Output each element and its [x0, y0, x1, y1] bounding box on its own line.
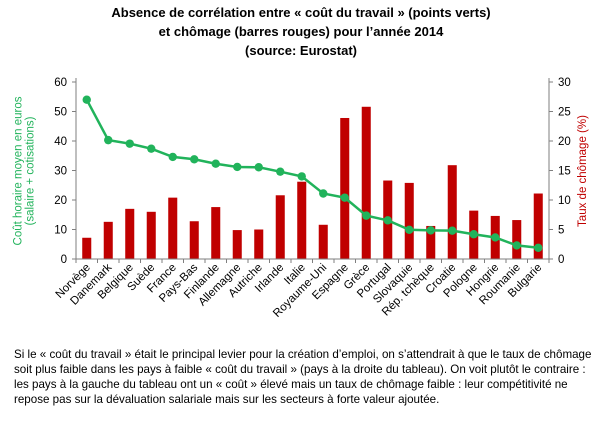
- y-right-tick-label-0: 0: [558, 254, 564, 266]
- bar-4: [168, 197, 178, 259]
- bar-5: [189, 221, 199, 259]
- y-right-tick-label-15: 15: [558, 166, 571, 178]
- bar-10: [297, 181, 307, 259]
- y-left-tick-label-60: 60: [54, 77, 67, 89]
- labor-cost-point-16: [426, 226, 435, 235]
- bar-11: [318, 224, 328, 259]
- y-axis-right-label: Taux de chômage (%): [576, 114, 589, 227]
- y-left-tick-label-30: 30: [54, 166, 67, 178]
- chart-caption: Si le « coût du travail » était le princ…: [14, 348, 592, 406]
- chart-title-line-3: (source: Eurostat): [245, 43, 357, 58]
- labor-cost-point-9: [276, 167, 285, 176]
- labor-cost-point-8: [254, 163, 263, 172]
- y-left-tick-label-40: 40: [54, 136, 67, 148]
- labor-cost-point-4: [168, 152, 177, 162]
- y-left-tick-label-50: 50: [54, 107, 67, 119]
- labor-cost-polyline: [85, 99, 539, 250]
- bar-0: [82, 237, 92, 259]
- labor-cost-point-18: [469, 230, 478, 239]
- bar-21: [533, 193, 543, 259]
- labor-cost-point-21: [534, 243, 543, 252]
- labor-cost-point-11: [319, 189, 328, 198]
- chart-canvas: 0 10 20 30 40 50 60 0 5 10 15 20 25 30 NorvègeDanemar…: [54, 77, 571, 320]
- labor-cost-point-20: [512, 241, 521, 250]
- y-axis-left-label-line-1: Coût horaire moyen en euros: [11, 96, 24, 245]
- labor-cost-point-17: [448, 226, 457, 235]
- y-left-tick-label-20: 20: [54, 195, 67, 207]
- bar-13: [361, 106, 371, 259]
- labor-cost-point-12: [340, 193, 349, 202]
- labor-cost-point-5: [190, 155, 199, 164]
- bar-3: [146, 211, 156, 259]
- bar-7: [232, 230, 242, 259]
- x-tick-labels: NorvègeDanemarkBelgiqueSuèdeFrancePays-B…: [54, 261, 545, 319]
- labor-cost-point-19: [491, 233, 500, 242]
- labor-cost-point-13: [362, 211, 371, 220]
- y-axis-left-label-line-2: (salaire + cotisations): [23, 116, 36, 225]
- chart-title-line-2: et chômage (barres rouges) pour l’année …: [158, 24, 444, 39]
- y-right-tick-label-5: 5: [558, 225, 564, 237]
- bar-12: [340, 117, 350, 260]
- labor-cost-point-14: [383, 216, 392, 225]
- labor-cost-point-7: [233, 162, 242, 172]
- labor-cost-point-2: [125, 139, 134, 148]
- bar-15: [404, 182, 414, 259]
- labor-cost-line: [82, 95, 543, 252]
- y-axis-left-label: Coût horaire moyen en euros (salaire + c…: [12, 96, 36, 245]
- y-left-tick-label-0: 0: [61, 254, 67, 266]
- bar-1: [103, 221, 113, 259]
- labor-cost-point-3: [147, 144, 156, 153]
- y-right-tick-label-30: 30: [558, 77, 571, 89]
- labor-cost-point-15: [405, 225, 414, 234]
- axes: 0 10 20 30 40 50 60 0 5 10 15 20 25 30: [54, 77, 571, 266]
- bar-2: [125, 208, 135, 259]
- chart-title-line-1: Absence de corrélation entre « coût du t…: [111, 5, 491, 20]
- bar-20: [512, 220, 522, 259]
- labor-cost-point-6: [211, 159, 220, 168]
- bar-9: [275, 195, 285, 259]
- y-right-tick-label-20: 20: [558, 136, 571, 148]
- bar-6: [211, 207, 221, 259]
- labor-cost-point-10: [297, 172, 306, 181]
- bar-17: [447, 165, 457, 259]
- y-left-tick-label-10: 10: [54, 225, 67, 237]
- labor-cost-point-0: [82, 95, 91, 104]
- y-right-tick-label-25: 25: [558, 107, 571, 119]
- labor-cost-point-1: [104, 135, 113, 145]
- bar-8: [254, 229, 264, 259]
- y-right-tick-label-10: 10: [558, 195, 571, 207]
- bar-16: [426, 225, 436, 259]
